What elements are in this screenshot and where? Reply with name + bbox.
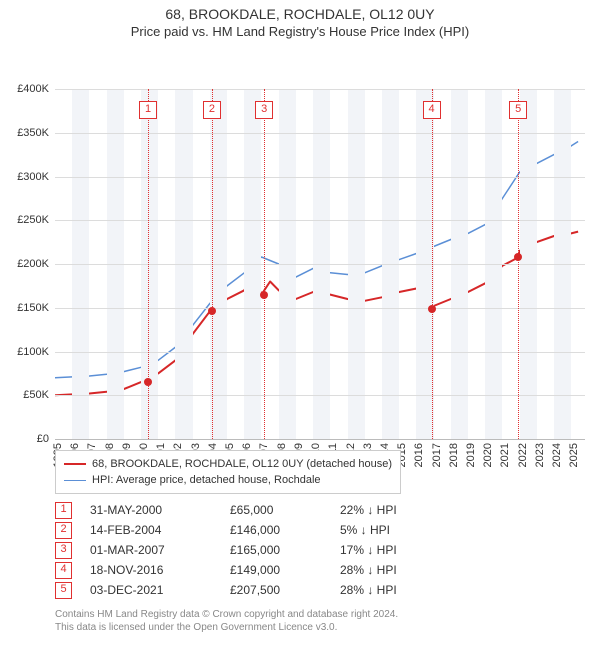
gridline — [55, 177, 585, 178]
x-tick-label: 2019 — [465, 443, 477, 467]
x-tick-label: 2018 — [448, 443, 460, 467]
event-badge: 4 — [423, 101, 441, 119]
table-diff: 17% ↓ HPI — [340, 543, 460, 557]
table-date: 03-DEC-2021 — [90, 583, 230, 597]
sales-table: 1 31-MAY-2000£65,00022% ↓ HPI 2 14-FEB-2004… — [55, 500, 460, 600]
legend-swatch — [64, 480, 86, 481]
x-tick-label: 2024 — [551, 443, 563, 467]
table-date: 14-FEB-2004 — [90, 523, 230, 537]
table-diff: 5% ↓ HPI — [340, 523, 460, 537]
table-row: 5 03-DEC-2021£207,50028% ↓ HPI — [55, 580, 460, 600]
y-tick-label: £100K — [17, 346, 55, 358]
sale-marker — [428, 305, 436, 313]
table-idx: 2 — [55, 522, 72, 539]
event-line — [212, 89, 213, 439]
table-idx: 1 — [55, 502, 72, 519]
event-line — [148, 89, 149, 439]
y-tick-label: £300K — [17, 171, 55, 183]
sale-marker — [208, 307, 216, 315]
x-tick-label: 2025 — [568, 443, 580, 467]
table-row: 3 01-MAR-2007£165,00017% ↓ HPI — [55, 540, 460, 560]
x-tick-label: 2020 — [482, 443, 494, 467]
table-idx: 4 — [55, 562, 72, 579]
table-row: 4 18-NOV-2016£149,00028% ↓ HPI — [55, 560, 460, 580]
y-tick-label: £350K — [17, 127, 55, 139]
gridline — [55, 133, 585, 134]
table-price: £165,000 — [230, 543, 340, 557]
table-row: 1 31-MAY-2000£65,00022% ↓ HPI — [55, 500, 460, 520]
gridline — [55, 395, 585, 396]
table-date: 18-NOV-2016 — [90, 563, 230, 577]
legend-label: HPI: Average price, detached house, Roch… — [92, 472, 321, 488]
table-price: £65,000 — [230, 503, 340, 517]
sale-marker — [260, 291, 268, 299]
event-badge: 5 — [509, 101, 527, 119]
legend-swatch — [64, 463, 86, 465]
event-line — [432, 89, 433, 439]
chart-titles: 68, BROOKDALE, ROCHDALE, OL12 0UY Price … — [0, 0, 600, 39]
table-diff: 28% ↓ HPI — [340, 563, 460, 577]
table-diff: 22% ↓ HPI — [340, 503, 460, 517]
table-date: 01-MAR-2007 — [90, 543, 230, 557]
x-tick-label: 2016 — [413, 443, 425, 467]
event-badge: 2 — [203, 101, 221, 119]
event-line — [264, 89, 265, 439]
x-tick-label: 2022 — [517, 443, 529, 467]
x-tick-label: 2023 — [534, 443, 546, 467]
event-line — [518, 89, 519, 439]
legend-row: HPI: Average price, detached house, Roch… — [64, 472, 392, 488]
y-tick-label: £150K — [17, 302, 55, 314]
legend-row: 68, BROOKDALE, ROCHDALE, OL12 0UY (detac… — [64, 456, 392, 472]
gridline — [55, 308, 585, 309]
y-tick-label: £250K — [17, 214, 55, 226]
table-idx: 5 — [55, 582, 72, 599]
y-tick-label: £200K — [17, 258, 55, 270]
gridline — [55, 264, 585, 265]
y-tick-label: £400K — [17, 83, 55, 95]
legend-label: 68, BROOKDALE, ROCHDALE, OL12 0UY (detac… — [92, 456, 392, 472]
y-tick-label: £50K — [23, 389, 55, 401]
plot-area: £0£50K£100K£150K£200K£250K£300K£350K£400… — [55, 89, 585, 440]
table-diff: 28% ↓ HPI — [340, 583, 460, 597]
table-price: £146,000 — [230, 523, 340, 537]
x-tick-label: 2021 — [499, 443, 511, 467]
footnote-line2: This data is licensed under the Open Gov… — [55, 621, 398, 634]
table-row: 2 14-FEB-2004£146,0005% ↓ HPI — [55, 520, 460, 540]
event-badge: 3 — [255, 101, 273, 119]
table-date: 31-MAY-2000 — [90, 503, 230, 517]
chart-wrap: £0£50K£100K£150K£200K£250K£300K£350K£400… — [0, 39, 600, 459]
gridline — [55, 220, 585, 221]
table-idx: 3 — [55, 542, 72, 559]
sale-marker — [144, 378, 152, 386]
footnote: Contains HM Land Registry data © Crown c… — [55, 608, 398, 634]
x-tick-label: 2017 — [431, 443, 443, 467]
table-price: £149,000 — [230, 563, 340, 577]
legend: 68, BROOKDALE, ROCHDALE, OL12 0UY (detac… — [55, 450, 401, 494]
gridline — [55, 352, 585, 353]
sale-marker — [514, 253, 522, 261]
event-badge: 1 — [139, 101, 157, 119]
title-sub: Price paid vs. HM Land Registry's House … — [0, 24, 600, 39]
table-price: £207,500 — [230, 583, 340, 597]
title-main: 68, BROOKDALE, ROCHDALE, OL12 0UY — [0, 6, 600, 22]
gridline — [55, 89, 585, 90]
footnote-line1: Contains HM Land Registry data © Crown c… — [55, 608, 398, 621]
